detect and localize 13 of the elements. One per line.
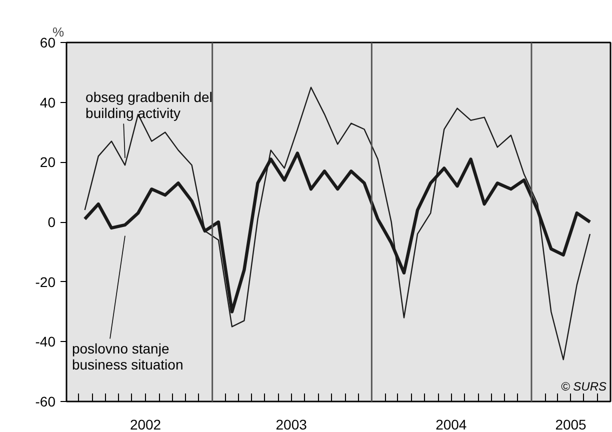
annotation: © SURS [560,380,606,394]
text: poslovno stanje business situation [72,340,184,372]
y-tick-label: -40 [35,334,56,350]
y-tick-label: 0 [48,214,56,230]
x-tick-label: 2003 [276,416,308,432]
x-tick-label: 2005 [555,416,587,432]
y-tick-label: 20 [40,154,56,170]
y-tick-label: -20 [35,274,56,290]
x-tick-label: 2002 [130,416,162,432]
x-tick-label: 2004 [436,416,467,432]
y-tick-label: 40 [40,94,56,110]
y-tick-label: -60 [35,394,56,410]
series-label: obseg gradbenih del building activity [86,89,212,122]
